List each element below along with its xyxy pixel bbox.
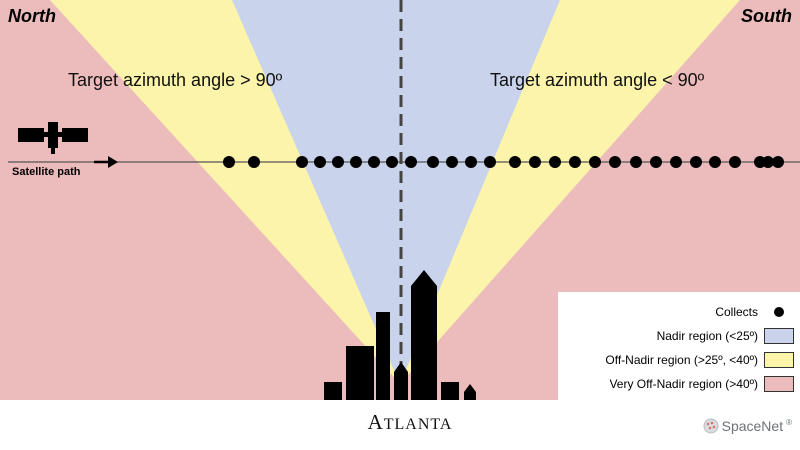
legend: Collects Nadir region (<25º) Off-Nadir r… [558, 292, 800, 402]
legend-off-nadir-label: Off-Nadir region (>25º, <40º) [605, 353, 758, 367]
city-name-initial: A [367, 410, 384, 434]
collect-dot [772, 156, 784, 168]
north-label: North [8, 6, 56, 26]
collect-dot [609, 156, 621, 168]
collect-dot [368, 156, 380, 168]
legend-row-collects: Collects [558, 300, 800, 324]
collect-dot [427, 156, 439, 168]
collect-dot [729, 156, 741, 168]
legend-off-nadir-swatch [764, 352, 794, 368]
legend-row-nadir: Nadir region (<25º) [558, 324, 800, 348]
collect-dot [509, 156, 521, 168]
collect-dot [650, 156, 662, 168]
right-azimuth-label: Target azimuth angle < 90º [490, 70, 705, 90]
satellite-icon [18, 122, 88, 154]
dot-icon [774, 307, 784, 317]
left-azimuth-label: Target azimuth angle > 90º [68, 70, 283, 90]
spacenet-logo-text: SpaceNet [721, 418, 784, 434]
collects-dots [223, 156, 784, 168]
collect-dot [589, 156, 601, 168]
collect-dot [248, 156, 260, 168]
spacenet-logo-symbol: ® [786, 418, 792, 427]
legend-nadir-swatch [764, 328, 794, 344]
ground-strip [0, 400, 800, 450]
legend-very-off-nadir-swatch [764, 376, 794, 392]
spacenet-logo: SpaceNet ® [703, 418, 792, 434]
collect-dot [314, 156, 326, 168]
city-name: ATLANTA [0, 410, 800, 435]
atlanta-skyline-icon [324, 270, 476, 400]
spacenet-logo-icon [703, 418, 719, 434]
nadir-region [232, 0, 560, 384]
collect-dot [386, 156, 398, 168]
legend-collects-label: Collects [715, 305, 758, 319]
collect-dot [709, 156, 721, 168]
collect-dot [630, 156, 642, 168]
collect-dot [296, 156, 308, 168]
path-arrow-icon [94, 156, 118, 168]
collect-dot [529, 156, 541, 168]
collect-dot [405, 156, 417, 168]
collect-dot [549, 156, 561, 168]
collect-dot [350, 156, 362, 168]
legend-nadir-label: Nadir region (<25º) [656, 329, 758, 343]
legend-row-very-off-nadir: Very Off-Nadir region (>40º) [558, 372, 800, 396]
legend-very-off-nadir-label: Very Off-Nadir region (>40º) [609, 377, 758, 391]
collect-dot [446, 156, 458, 168]
south-label: South [741, 6, 792, 26]
collect-dot [484, 156, 496, 168]
collect-dot [569, 156, 581, 168]
city-name-rest: TLANTA [383, 416, 453, 433]
collect-dot [762, 156, 774, 168]
collect-dot [465, 156, 477, 168]
legend-row-off-nadir: Off-Nadir region (>25º, <40º) [558, 348, 800, 372]
satellite-path-label: Satellite path [12, 166, 81, 178]
collect-dot [332, 156, 344, 168]
collect-dot [690, 156, 702, 168]
collect-dot [670, 156, 682, 168]
collect-dot [223, 156, 235, 168]
